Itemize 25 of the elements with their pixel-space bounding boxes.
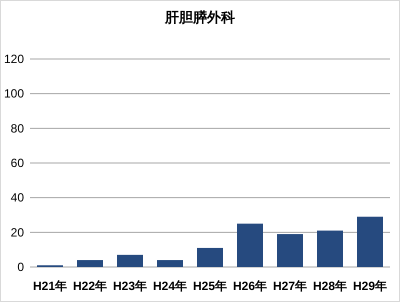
bar xyxy=(357,216,383,267)
bar xyxy=(77,260,103,267)
x-tick-label: H22年 xyxy=(72,279,108,293)
x-tick-label: H26年 xyxy=(232,279,268,293)
x-tick-label: H24年 xyxy=(152,279,188,293)
x-tick-label: H23年 xyxy=(112,279,148,293)
bar xyxy=(197,248,223,267)
chart-title: 肝胆膵外科 xyxy=(164,9,235,25)
bar xyxy=(237,224,263,267)
y-tick-label: 40 xyxy=(10,190,24,205)
bar xyxy=(157,260,183,267)
x-tick-label: H25年 xyxy=(192,279,228,293)
y-tick-label: 100 xyxy=(4,86,24,101)
x-tick-label: H29年 xyxy=(352,279,388,293)
bar xyxy=(317,230,343,267)
bar xyxy=(117,254,143,267)
y-tick-label: 60 xyxy=(10,156,24,170)
x-tick-label: H28年 xyxy=(312,279,348,293)
bar xyxy=(277,234,303,267)
y-tick-label: 0 xyxy=(17,260,24,274)
y-tick-label: 120 xyxy=(4,52,24,66)
x-tick-label: H27年 xyxy=(272,279,308,293)
y-tick-label: 80 xyxy=(10,121,24,136)
y-tick-label: 20 xyxy=(10,225,24,240)
x-tick-label: H21年 xyxy=(32,279,68,293)
